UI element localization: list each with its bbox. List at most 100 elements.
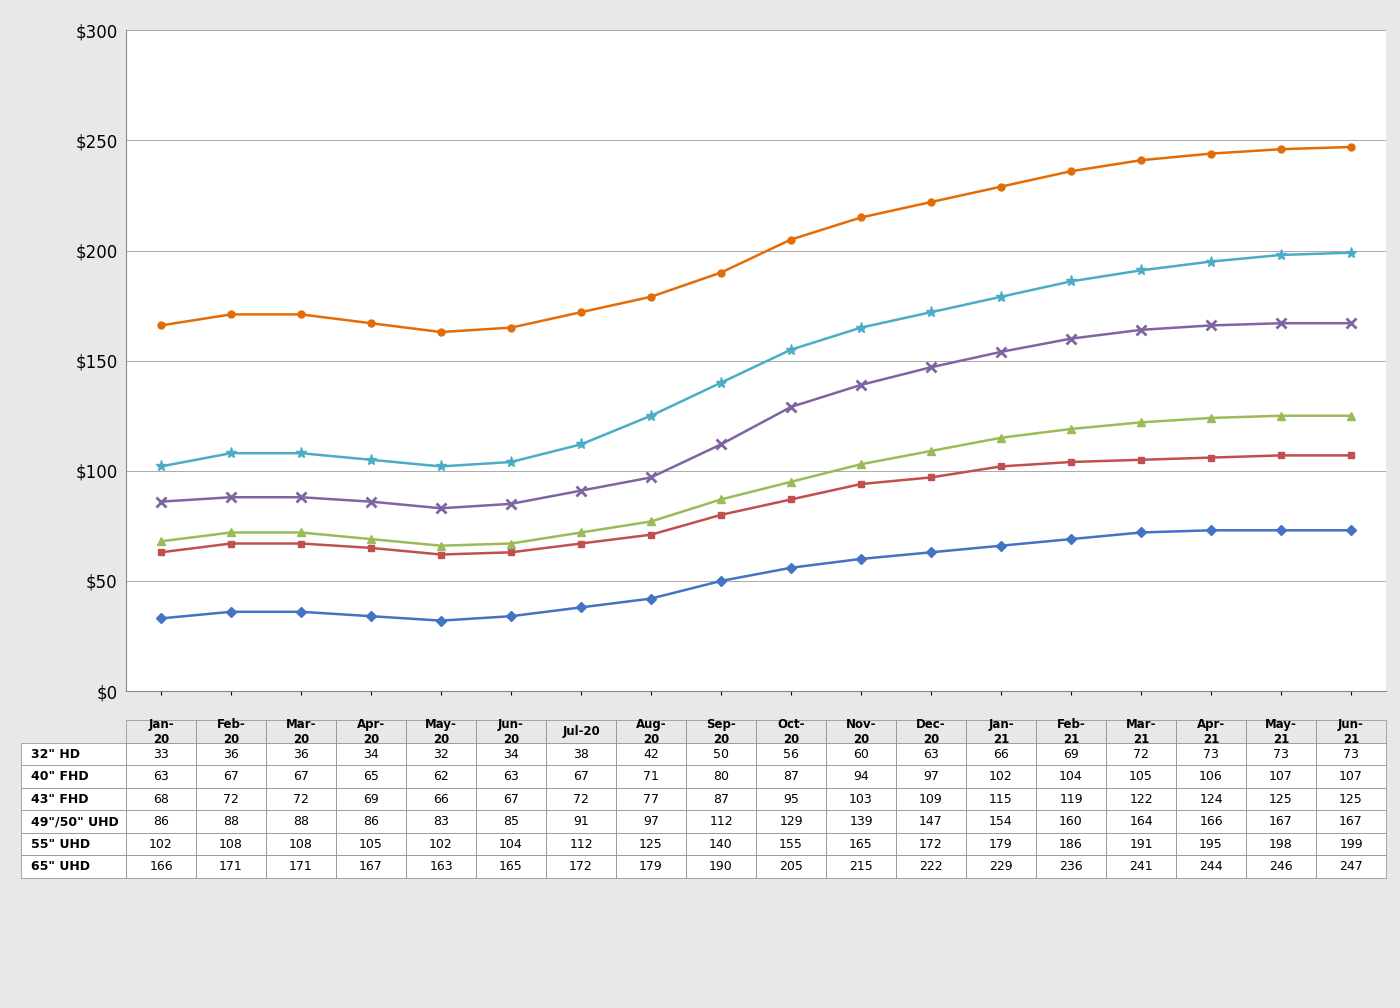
49"/50" UHD (853, 379, 869, 391)
40" FHD (993, 461, 1009, 473)
43" FHD (853, 459, 869, 471)
Line: 40" FHD: 40" FHD (158, 452, 1354, 558)
55" UHD (643, 409, 659, 421)
32" HD (293, 606, 309, 618)
40" FHD (923, 472, 939, 484)
55" UHD (853, 322, 869, 334)
65" UHD (503, 322, 519, 334)
Line: 32" HD: 32" HD (158, 527, 1354, 624)
65" UHD (363, 318, 379, 330)
32" HD (783, 561, 799, 574)
49"/50" UHD (363, 496, 379, 508)
65" UHD (153, 320, 169, 332)
65" UHD (853, 212, 869, 224)
40" FHD (1273, 450, 1289, 462)
32" HD (923, 546, 939, 558)
43" FHD (153, 535, 169, 547)
32" HD (1063, 533, 1079, 545)
32" HD (853, 552, 869, 564)
40" FHD (643, 528, 659, 540)
43" FHD (433, 539, 449, 551)
40" FHD (1063, 456, 1079, 468)
43" FHD (573, 526, 589, 538)
65" UHD (923, 196, 939, 208)
32" HD (1203, 524, 1219, 536)
49"/50" UHD (223, 491, 239, 503)
49"/50" UHD (993, 346, 1009, 358)
43" FHD (1133, 416, 1149, 428)
55" UHD (783, 344, 799, 356)
40" FHD (223, 537, 239, 549)
49"/50" UHD (1063, 333, 1079, 345)
55" UHD (363, 454, 379, 466)
32" HD (1343, 524, 1359, 536)
55" UHD (1273, 249, 1289, 261)
40" FHD (853, 478, 869, 490)
49"/50" UHD (153, 496, 169, 508)
55" UHD (1063, 275, 1079, 287)
49"/50" UHD (503, 498, 519, 510)
55" UHD (503, 456, 519, 468)
40" FHD (503, 546, 519, 558)
65" UHD (1203, 147, 1219, 159)
Line: 65" UHD: 65" UHD (158, 143, 1354, 336)
55" UHD (153, 461, 169, 473)
40" FHD (153, 546, 169, 558)
55" UHD (993, 290, 1009, 302)
Line: 55" UHD: 55" UHD (155, 247, 1357, 472)
43" FHD (503, 537, 519, 549)
32" HD (433, 615, 449, 627)
49"/50" UHD (1343, 318, 1359, 330)
32" HD (573, 602, 589, 614)
40" FHD (1343, 450, 1359, 462)
55" UHD (223, 448, 239, 460)
43" FHD (923, 445, 939, 457)
55" UHD (923, 306, 939, 319)
55" UHD (1133, 264, 1149, 276)
40" FHD (1203, 452, 1219, 464)
43" FHD (643, 515, 659, 527)
Line: 43" FHD: 43" FHD (157, 411, 1355, 550)
40" FHD (433, 548, 449, 560)
32" HD (1133, 526, 1149, 538)
65" UHD (433, 326, 449, 338)
55" UHD (573, 438, 589, 451)
49"/50" UHD (293, 491, 309, 503)
32" HD (1273, 524, 1289, 536)
43" FHD (1203, 412, 1219, 424)
65" UHD (993, 180, 1009, 193)
55" UHD (1343, 247, 1359, 259)
43" FHD (363, 533, 379, 545)
49"/50" UHD (433, 502, 449, 514)
43" FHD (1343, 409, 1359, 421)
65" UHD (1343, 141, 1359, 153)
65" UHD (1063, 165, 1079, 177)
49"/50" UHD (573, 485, 589, 497)
43" FHD (1063, 423, 1079, 435)
55" UHD (713, 377, 729, 389)
43" FHD (713, 493, 729, 505)
43" FHD (293, 526, 309, 538)
43" FHD (993, 431, 1009, 444)
32" HD (223, 606, 239, 618)
49"/50" UHD (1203, 320, 1219, 332)
32" HD (643, 593, 659, 605)
49"/50" UHD (643, 472, 659, 484)
65" UHD (1133, 154, 1149, 166)
43" FHD (783, 476, 799, 488)
Line: 49"/50" UHD: 49"/50" UHD (157, 319, 1355, 513)
65" UHD (573, 306, 589, 319)
32" HD (153, 612, 169, 624)
40" FHD (1133, 454, 1149, 466)
55" UHD (433, 461, 449, 473)
40" FHD (293, 537, 309, 549)
32" HD (503, 610, 519, 622)
49"/50" UHD (1273, 318, 1289, 330)
32" HD (363, 610, 379, 622)
49"/50" UHD (923, 361, 939, 373)
49"/50" UHD (1133, 324, 1149, 336)
55" UHD (293, 448, 309, 460)
40" FHD (573, 537, 589, 549)
65" UHD (783, 234, 799, 246)
32" HD (713, 575, 729, 587)
